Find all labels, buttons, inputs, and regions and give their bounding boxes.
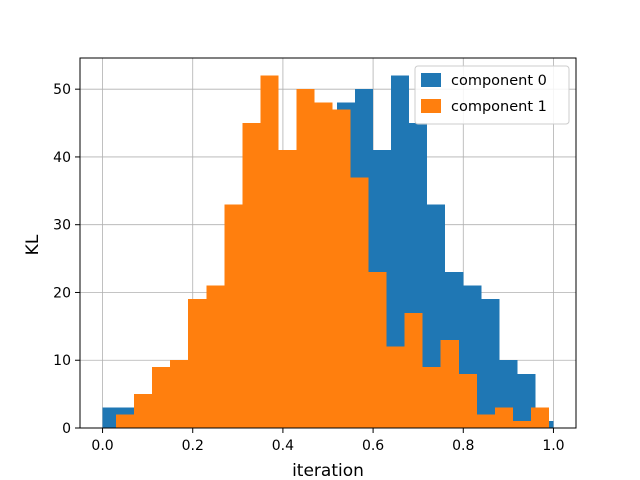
x-tick-label: 0.6: [362, 438, 384, 454]
y-axis-label: KL: [23, 234, 43, 255]
x-tick-label: 0.2: [182, 438, 204, 454]
bar-component-1: [152, 367, 171, 428]
bar-component-1: [224, 204, 243, 428]
bar-component-1: [206, 285, 225, 428]
legend-label: component 1: [451, 99, 547, 115]
bar-component-1: [530, 407, 549, 428]
bar-component-1: [260, 75, 279, 428]
y-tick-label: 40: [53, 150, 71, 166]
bar-component-1: [386, 346, 405, 428]
legend-label: component 0: [451, 73, 547, 89]
bar-component-1: [278, 150, 297, 428]
bar-component-1: [134, 394, 153, 428]
legend-swatch: [421, 99, 441, 113]
axes: [79, 57, 577, 429]
y-tick-label: 30: [53, 218, 71, 234]
bar-component-1: [476, 414, 495, 428]
bar-component-1: [458, 373, 477, 428]
bar-component-1: [368, 272, 387, 428]
y-tick-label: 50: [53, 82, 71, 98]
bar-component-1: [116, 414, 135, 428]
bar-component-1: [512, 421, 531, 428]
bar-component-0: [481, 299, 500, 428]
x-tick-label: 1.0: [542, 438, 564, 454]
x-tick-label: 0.0: [91, 438, 113, 454]
bar-component-1: [440, 339, 459, 428]
y-tick-label: 10: [53, 353, 71, 369]
legend-swatch: [421, 73, 441, 87]
plot-frame: [79, 57, 577, 429]
legend: component 0 component 1: [414, 65, 570, 125]
bar-component-1: [404, 312, 423, 428]
x-axis-label: iteration: [292, 461, 364, 480]
bar-component-1: [332, 109, 351, 428]
bar-component-1: [494, 407, 513, 428]
y-tick-label: 20: [53, 285, 71, 301]
bar-component-1: [242, 123, 261, 429]
y-tick-label: 0: [62, 421, 71, 437]
legend-box: [414, 65, 570, 125]
bar-component-1: [350, 177, 369, 428]
bar-component-1: [188, 299, 207, 428]
bar-component-1: [296, 89, 315, 429]
bar-component-1: [422, 367, 441, 428]
bar-component-1: [170, 360, 189, 428]
x-tick-label: 0.4: [272, 438, 294, 454]
x-tick-label: 0.8: [452, 438, 474, 454]
bar-component-1: [314, 102, 333, 428]
bars: [102, 75, 554, 429]
ticks: 0.0 0.2 0.4 0.6 0.8 1.0 0 10 20 30 40 50: [53, 82, 564, 454]
